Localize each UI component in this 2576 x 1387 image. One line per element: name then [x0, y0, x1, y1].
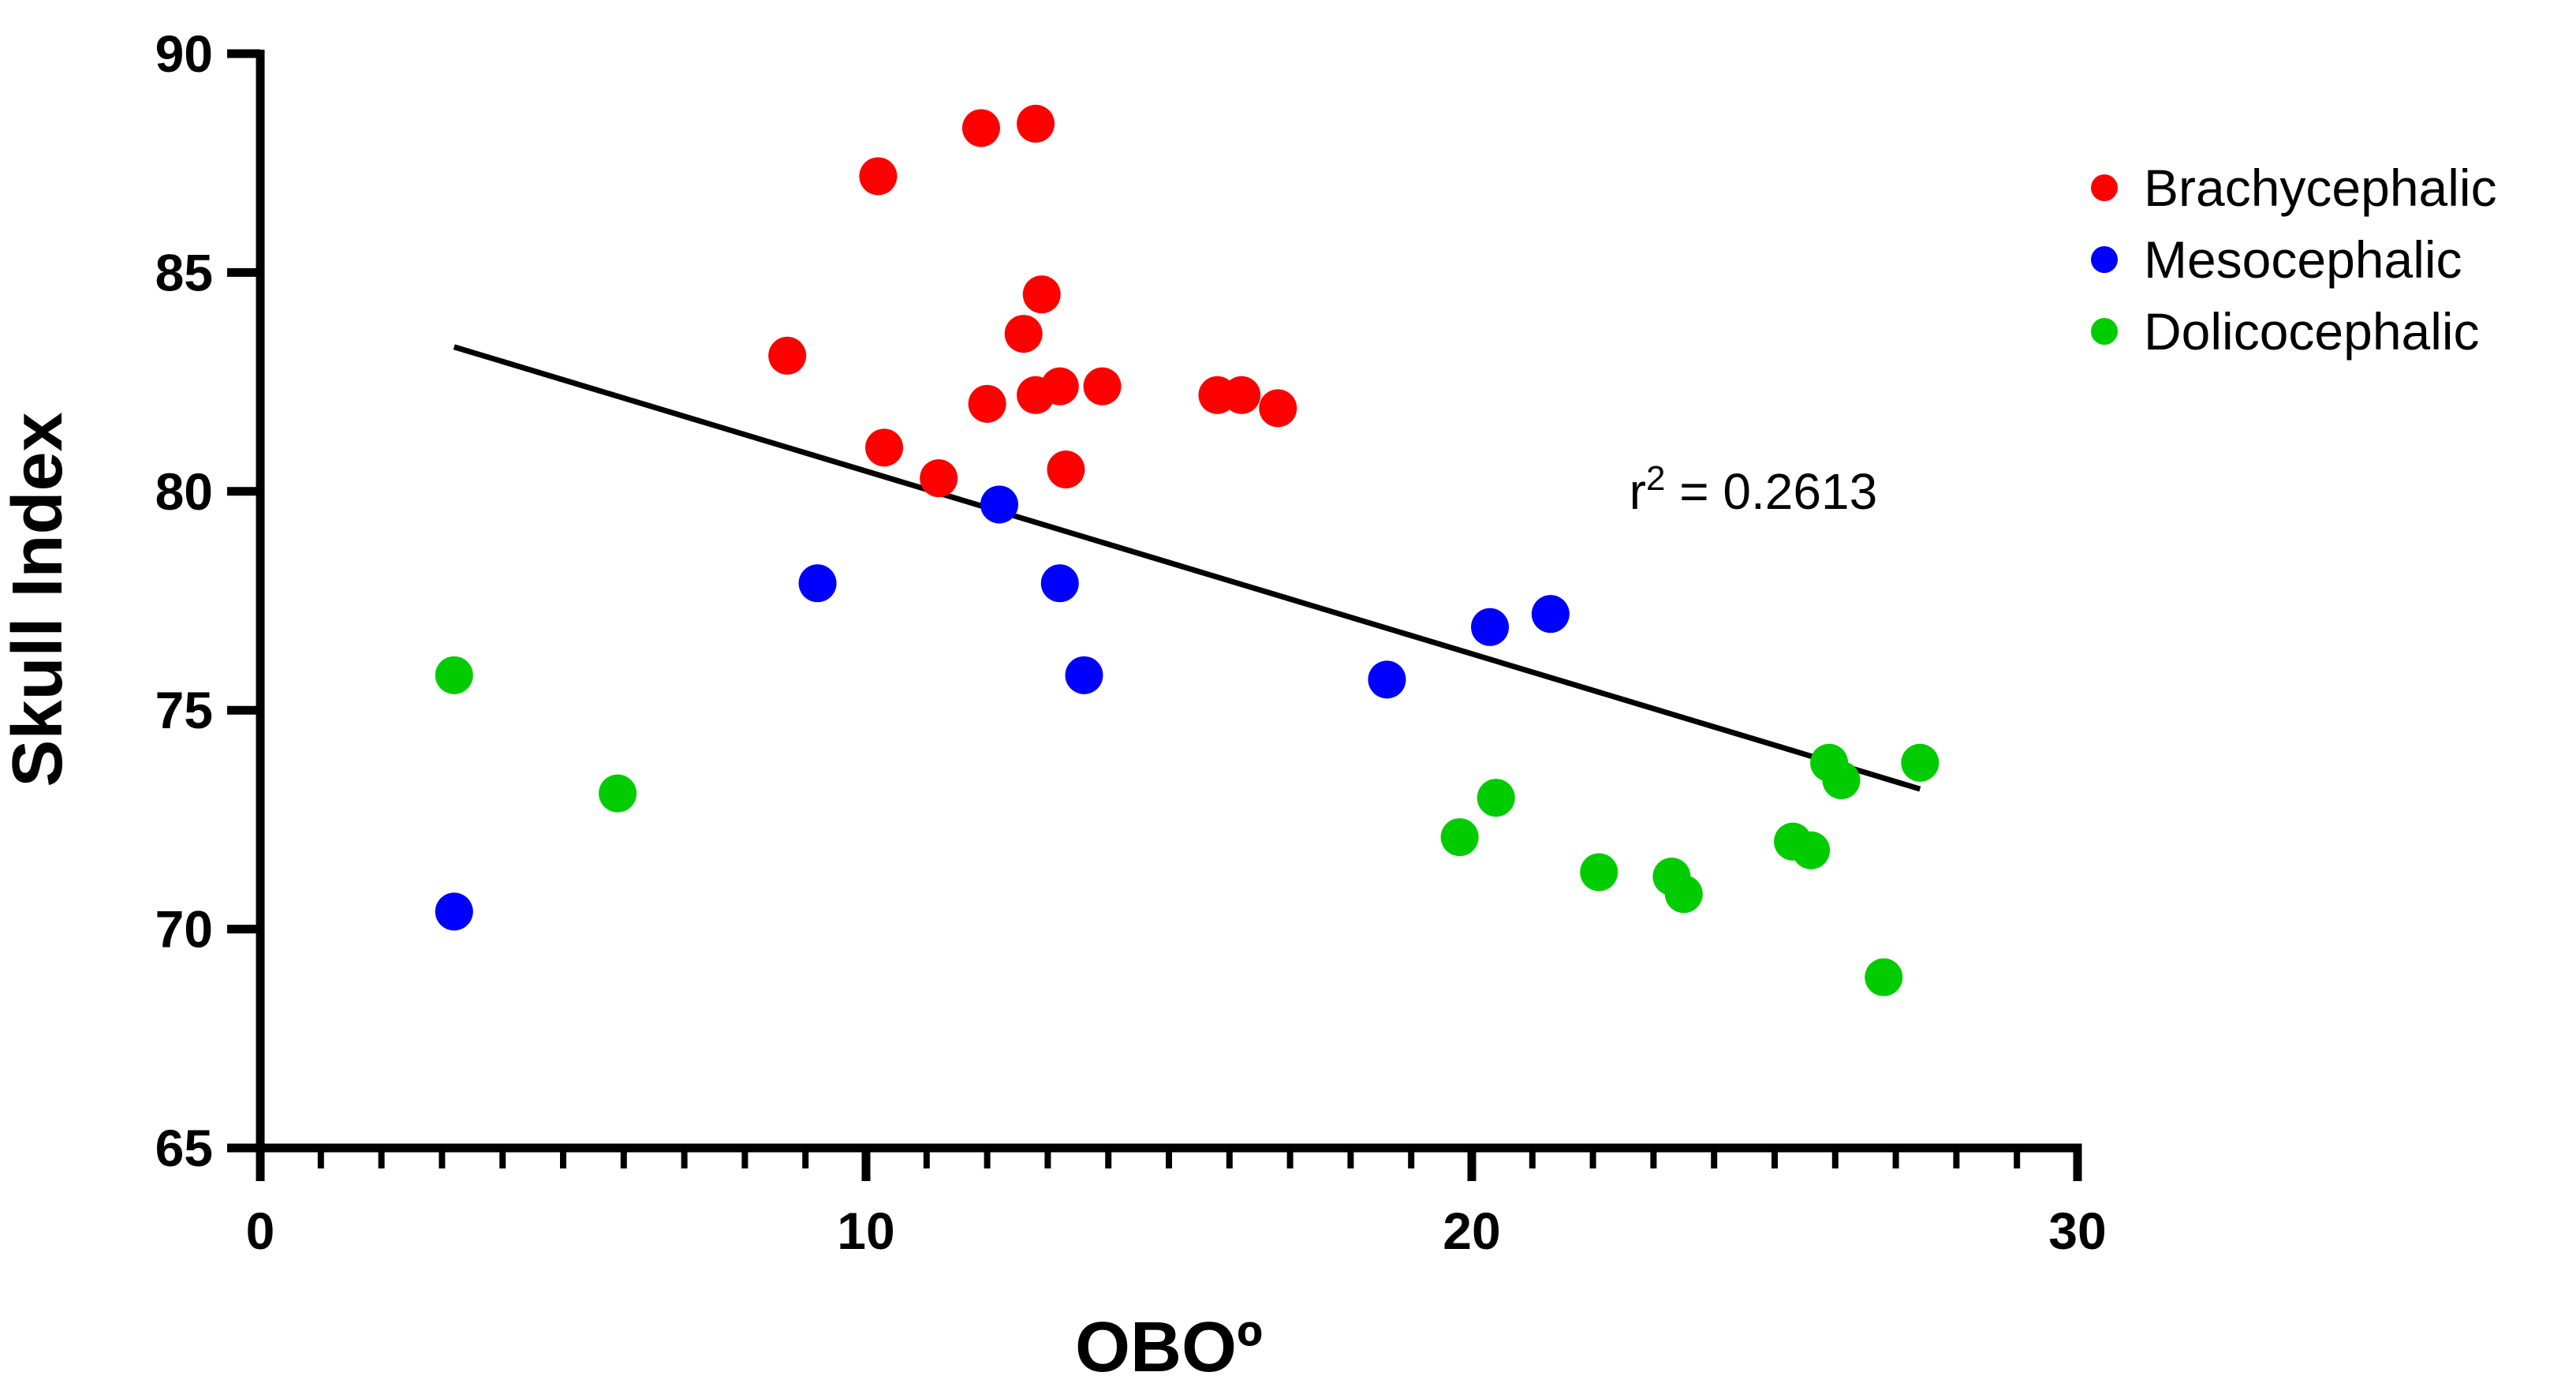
legend-marker-dolicocephalic	[2091, 318, 2118, 345]
r-squared-value: = 0.2613	[1665, 463, 1877, 520]
legend-marker-mesocephalic	[2091, 246, 2118, 273]
x-axis-title: OBOº	[1075, 1308, 1263, 1387]
data-point-dolicocephalic	[1440, 818, 1479, 857]
y-tick-label: 75	[155, 681, 213, 739]
r-squared-exponent: 2	[1646, 458, 1665, 497]
data-point-mesocephalic	[1531, 595, 1570, 634]
legend-label-brachycephalic: Brachycephalic	[2144, 159, 2497, 217]
data-point-brachycephalic	[1004, 315, 1043, 353]
data-point-brachycephalic	[920, 459, 958, 498]
regression-line	[453, 344, 1921, 792]
data-point-dolicocephalic	[599, 774, 637, 813]
data-point-brachycephalic	[1223, 376, 1261, 414]
data-point-mesocephalic	[980, 485, 1018, 524]
x-tick-label: 10	[837, 1202, 894, 1260]
legend-item-dolicocephalic: Dolicocephalic	[2091, 302, 2480, 361]
legend-label-dolicocephalic: Dolicocephalic	[2144, 302, 2480, 361]
data-point-mesocephalic	[1065, 656, 1103, 694]
plot-area: 65 70 75 80 85 90 0 10 20 30	[155, 24, 2107, 1260]
x-tick-label: 30	[2048, 1202, 2106, 1260]
r-squared-annotation: r2 = 0.2613	[1630, 458, 1877, 520]
data-point-dolicocephalic	[1822, 761, 1861, 799]
data-point-brachycephalic	[1022, 275, 1061, 314]
y-tick-label: 65	[155, 1119, 213, 1177]
data-point-dolicocephalic	[1901, 743, 1939, 782]
legend-marker-brachycephalic	[2091, 174, 2118, 201]
x-tick-label: 0	[246, 1202, 275, 1260]
legend-label-mesocephalic: Mesocephalic	[2144, 230, 2462, 289]
legend-item-brachycephalic: Brachycephalic	[2091, 159, 2497, 217]
data-point-dolicocephalic	[1664, 875, 1703, 914]
data-point-mesocephalic	[1040, 564, 1079, 603]
data-point-brachycephalic	[1047, 450, 1085, 489]
data-point-brachycephalic	[1259, 389, 1297, 428]
data-point-brachycephalic	[768, 336, 807, 375]
data-point-brachycephalic	[865, 428, 904, 467]
data-point-brachycephalic	[1017, 104, 1055, 143]
data-point-brachycephalic	[968, 384, 1006, 423]
data-point-mesocephalic	[798, 564, 837, 603]
legend: Brachycephalic Mesocephalic Dolicocephal…	[2091, 159, 2497, 361]
data-point-brachycephalic	[961, 109, 1000, 148]
y-axis-title: Skull Index	[0, 412, 77, 787]
y-tick-label: 90	[155, 24, 213, 83]
data-point-brachycephalic	[859, 157, 898, 196]
legend-item-mesocephalic: Mesocephalic	[2091, 230, 2462, 289]
data-point-mesocephalic	[1471, 608, 1510, 646]
data-point-dolicocephalic	[1477, 779, 1515, 817]
data-point-mesocephalic	[1368, 660, 1406, 699]
data-point-mesocephalic	[435, 892, 473, 931]
y-tick-label: 85	[155, 243, 213, 301]
r-squared-symbol: r	[1630, 463, 1646, 520]
y-tick-label: 70	[155, 900, 213, 959]
data-point-dolicocephalic	[1792, 831, 1831, 869]
data-point-dolicocephalic	[435, 656, 473, 694]
x-tick-label: 20	[1443, 1202, 1500, 1260]
y-tick-label: 80	[155, 462, 213, 521]
data-point-dolicocephalic	[1580, 853, 1618, 892]
data-point-brachycephalic	[1083, 367, 1122, 406]
data-point-dolicocephalic	[1865, 958, 1903, 996]
data-point-brachycephalic	[1040, 367, 1079, 406]
